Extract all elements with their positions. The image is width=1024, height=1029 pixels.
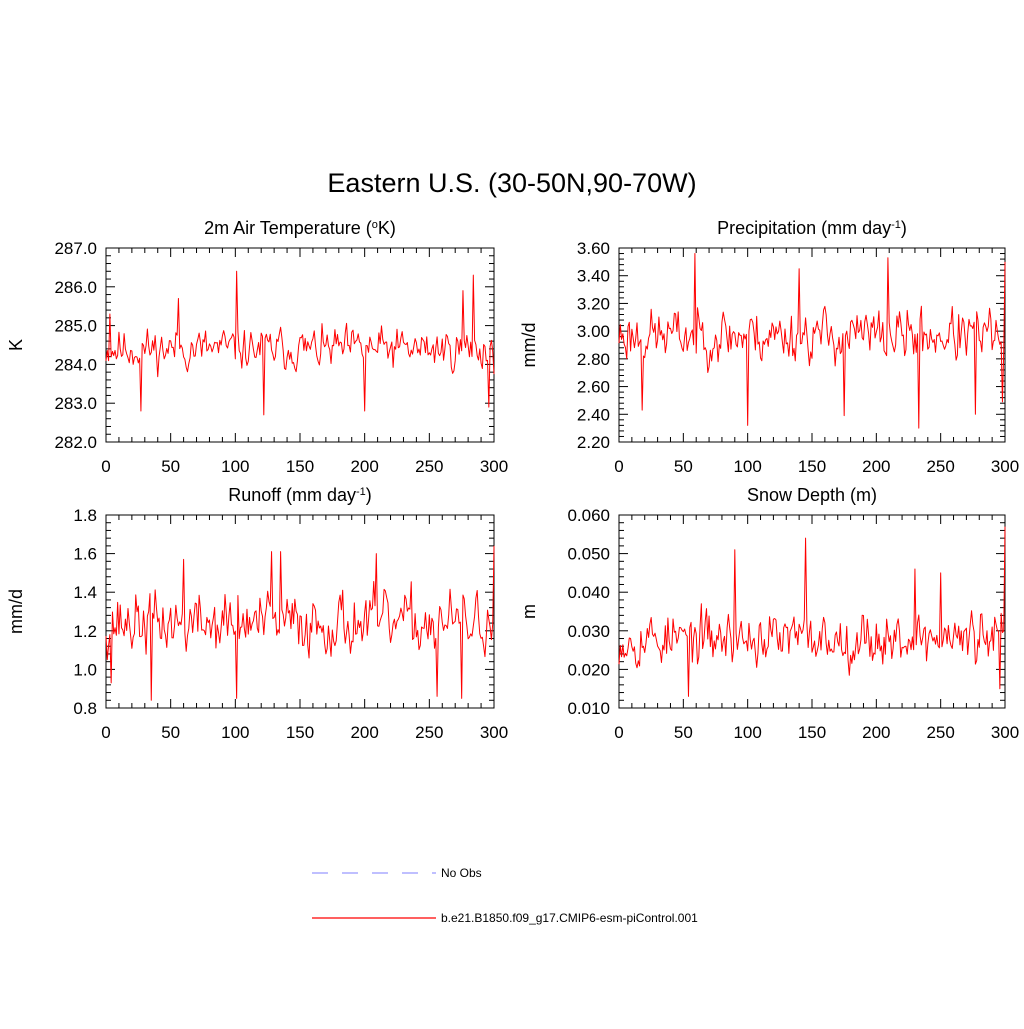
x-tick-label: 100 — [221, 723, 249, 742]
y-tick-label: 1.0 — [73, 660, 97, 679]
y-tick-label: 3.40 — [577, 267, 610, 286]
x-tick-label: 100 — [733, 723, 761, 742]
y-tick-label: 1.6 — [73, 545, 97, 564]
series-line — [618, 253, 1006, 429]
panels: 2m Air Temperature (oK) K 0 50 100 150 200 250 3… — [6, 218, 1019, 742]
y-tick-label: 1.4 — [73, 583, 97, 602]
y-tick-label: 2.80 — [577, 350, 610, 369]
panel-title-text: 2m Air Temperature ( — [204, 218, 372, 238]
x-tick-label: 150 — [286, 457, 314, 476]
x-tick-label: 250 — [415, 457, 443, 476]
panel-title-text: Runoff (mm day — [228, 485, 356, 505]
y-axis-label: K — [6, 339, 26, 351]
y-tick-label: 283.0 — [54, 394, 97, 413]
y-tick-label: 0.010 — [567, 699, 610, 718]
series-line — [105, 545, 495, 701]
y-tick-label: 3.00 — [577, 322, 610, 341]
panel-title-suffix: K) — [378, 218, 396, 238]
plot-frame — [105, 514, 495, 709]
panel-title: Snow Depth (m) — [747, 485, 877, 505]
legend-label-no-obs: No Obs — [441, 866, 482, 880]
y-axis-label: m — [519, 604, 539, 619]
y-tick-label: 286.0 — [54, 278, 97, 297]
panel-title-text: Snow Depth (m) — [747, 485, 877, 505]
x-tick-label: 0 — [101, 723, 110, 742]
y-tick-label: 0.040 — [567, 583, 610, 602]
panel-title: Precipitation (mm day-1) — [717, 218, 907, 238]
y-tick-label: 287.0 — [54, 239, 97, 258]
x-tick-label: 50 — [161, 723, 180, 742]
y-tick-label: 1.2 — [73, 622, 97, 641]
x-tick-label: 300 — [991, 723, 1019, 742]
x-tick-label: 150 — [798, 723, 826, 742]
panel-title-suffix: ) — [366, 485, 372, 505]
x-tick-label: 150 — [286, 723, 314, 742]
y-axis-label: mm/d — [519, 323, 539, 368]
y-tick-label: 0.050 — [567, 545, 610, 564]
x-tick-label: 50 — [674, 457, 693, 476]
x-tick-label: 50 — [674, 723, 693, 742]
x-tick-label: 0 — [614, 723, 623, 742]
y-tick-label: 2.20 — [577, 433, 610, 452]
y-tick-label: 0.020 — [567, 660, 610, 679]
x-tick-label: 250 — [415, 723, 443, 742]
panel-title: Runoff (mm day-1) — [228, 485, 372, 505]
x-tick-label: 200 — [862, 457, 890, 476]
x-tick-label: 150 — [798, 457, 826, 476]
x-tick-label: 200 — [350, 457, 378, 476]
x-tick-label: 250 — [926, 457, 954, 476]
x-tick-label: 200 — [350, 723, 378, 742]
series-line — [618, 526, 1006, 697]
x-tick-label: 200 — [862, 723, 890, 742]
y-tick-label: 2.40 — [577, 405, 610, 424]
y-tick-label: 1.8 — [73, 506, 97, 525]
legend-label-model: b.e21.B1850.f09_g17.CMIP6-esm-piControl.… — [441, 911, 698, 925]
y-tick-label: 0.8 — [73, 699, 97, 718]
panel-title-superscript: o — [372, 219, 378, 231]
x-tick-label: 300 — [480, 457, 508, 476]
legend: No Obs b.e21.B1850.f09_g17.CMIP6-esm-piC… — [312, 866, 698, 925]
panel-title-superscript: -1 — [356, 486, 366, 498]
panel-title: 2m Air Temperature (oK) — [204, 218, 396, 238]
series-line — [105, 270, 495, 416]
x-tick-label: 250 — [926, 723, 954, 742]
plot-frame — [618, 247, 1006, 443]
y-tick-label: 3.20 — [577, 294, 610, 313]
y-tick-label: 0.030 — [567, 622, 610, 641]
panel-title-superscript: -1 — [891, 219, 901, 231]
plot-frame — [618, 514, 1006, 709]
x-tick-label: 50 — [161, 457, 180, 476]
chart-panel-2: Precipitation (mm day-1) mm/d 0 50 100 150 200… — [519, 218, 1019, 476]
x-tick-label: 100 — [221, 457, 249, 476]
y-tick-label: 284.0 — [54, 355, 97, 374]
y-tick-label: 285.0 — [54, 317, 97, 336]
panel-title-suffix: ) — [901, 218, 907, 238]
x-tick-label: 300 — [991, 457, 1019, 476]
panel-title-text: Precipitation (mm day — [717, 218, 891, 238]
y-tick-label: 2.60 — [577, 378, 610, 397]
main-title: Eastern U.S. (30-50N,90-70W) — [327, 168, 696, 198]
x-tick-label: 300 — [480, 723, 508, 742]
chart-panel-3: Runoff (mm day-1) mm/d 0 50 100 150 200 250 300 0… — [6, 485, 508, 742]
y-axis-label: mm/d — [6, 589, 26, 634]
y-tick-label: 282.0 — [54, 433, 97, 452]
y-tick-label: 0.060 — [567, 506, 610, 525]
chart-panel-4: Snow Depth (m) m 0 50 100 150 200 250 300 0.010 0.… — [519, 485, 1019, 742]
x-tick-label: 0 — [101, 457, 110, 476]
x-tick-label: 0 — [614, 457, 623, 476]
x-tick-label: 100 — [733, 457, 761, 476]
chart-panel-1: 2m Air Temperature (oK) K 0 50 100 150 200 250 3… — [6, 218, 508, 476]
y-tick-label: 3.60 — [577, 239, 610, 258]
